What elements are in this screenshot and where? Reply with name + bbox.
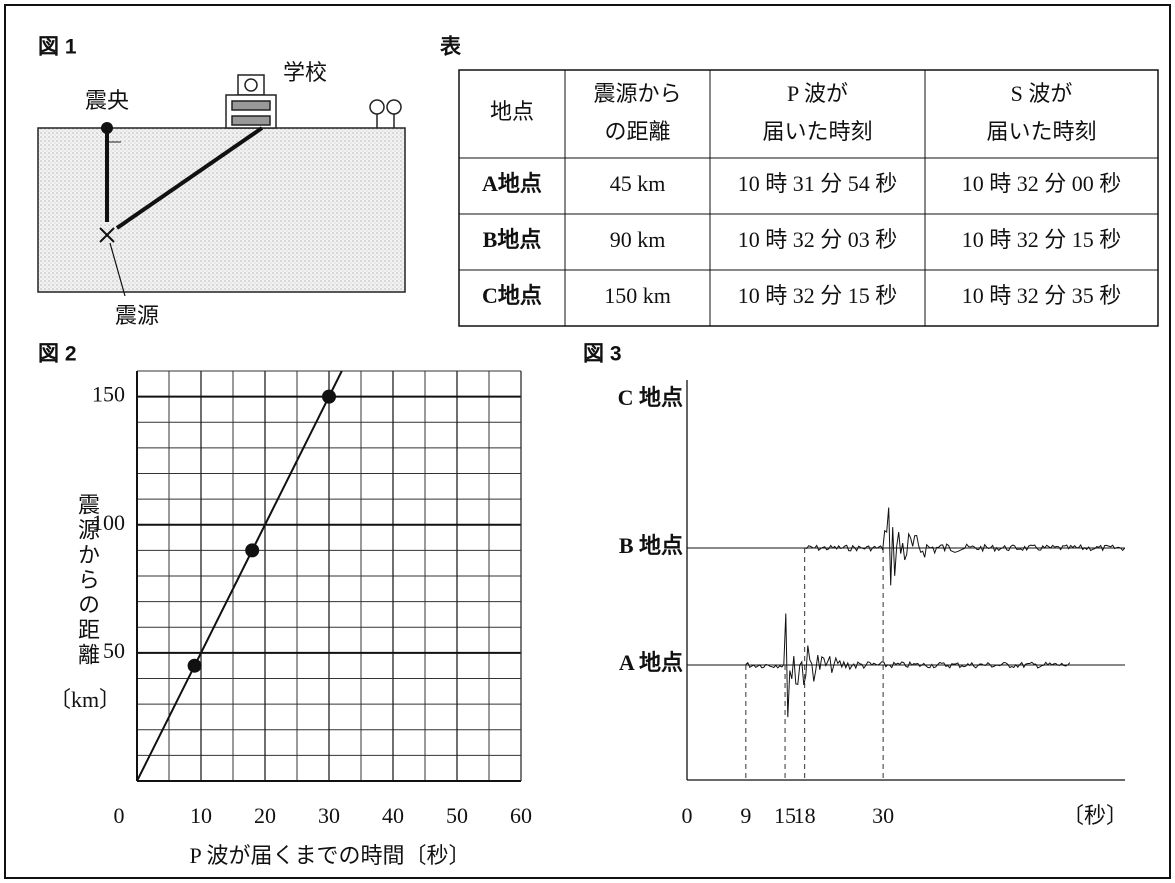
- x-unit: 〔秒〕: [1062, 803, 1128, 828]
- table-border: [458, 69, 1159, 327]
- table-header: 地点: [490, 99, 534, 124]
- leader-line: [109, 242, 126, 297]
- x-tick-label: 50: [446, 803, 468, 828]
- frame: [4, 4, 1171, 879]
- x-tick-label: 0: [682, 803, 693, 828]
- x-tick-label: 30: [318, 803, 340, 828]
- x-tick-label: 18: [794, 803, 816, 828]
- table-cell: 10 時 31 分 54 秒: [738, 171, 898, 196]
- school-building: [225, 74, 277, 129]
- ray-school: [115, 126, 264, 230]
- trees: [369, 99, 402, 128]
- y-axis-label: 震源からの距離: [75, 493, 100, 668]
- figure-label: 図 1: [38, 36, 77, 59]
- table-header: P 波が: [787, 81, 848, 106]
- x-tick-label: 9: [740, 803, 751, 828]
- table-header: 震源から: [593, 81, 681, 106]
- table-cell: A地点: [482, 171, 542, 196]
- x-axis-label: P 波が届くまでの時間〔秒〕: [190, 843, 471, 868]
- x-tick-label: 15: [774, 803, 796, 828]
- focus-label: 震源: [115, 303, 159, 328]
- focus-mark: [99, 227, 115, 243]
- y-tick-label: 100: [92, 510, 125, 535]
- table-cell: B地点: [483, 227, 542, 252]
- waveform: [745, 613, 1071, 718]
- table-cell: 10 時 32 分 35 秒: [962, 283, 1122, 308]
- table-header: 届いた時刻: [762, 119, 872, 144]
- station-label: B 地点: [619, 533, 683, 558]
- data-point: [187, 658, 202, 673]
- waveform: [804, 507, 1126, 586]
- table-header: の距離: [604, 119, 670, 144]
- table-cell: 10 時 32 分 03 秒: [738, 227, 898, 252]
- x-tick-label: 40: [382, 803, 404, 828]
- x-tick-label: 20: [254, 803, 276, 828]
- station-label: C 地点: [618, 385, 683, 410]
- x-tick-label: 0: [114, 803, 125, 828]
- y-tick-label: 150: [92, 382, 125, 407]
- table-cell: 10 時 32 分 15 秒: [962, 227, 1122, 252]
- x-tick-label: 30: [872, 803, 894, 828]
- table-cell: 45 km: [610, 171, 666, 196]
- x-tick-label: 10: [190, 803, 212, 828]
- table-cell: 150 km: [604, 283, 671, 308]
- table-cell: 90 km: [610, 227, 666, 252]
- table-cell: 10 時 32 分 00 秒: [962, 171, 1122, 196]
- epicenter-label: 震央: [85, 88, 129, 113]
- fit-line: [136, 370, 343, 782]
- data-point: [245, 543, 260, 558]
- table-title: 表: [440, 36, 462, 59]
- y-axis-unit: 〔km〕: [49, 687, 121, 712]
- table-header: 届いた時刻: [986, 119, 1096, 144]
- figure-label: 図 2: [38, 343, 77, 366]
- table-cell: 10 時 32 分 15 秒: [738, 283, 898, 308]
- epicenter-dot: [101, 122, 113, 134]
- table-header: S 波が: [1011, 81, 1073, 106]
- ground: [37, 127, 406, 293]
- table-cell: C地点: [482, 283, 542, 308]
- x-tick-label: 60: [510, 803, 532, 828]
- data-point: [322, 389, 336, 404]
- station-label: A 地点: [619, 650, 683, 675]
- y-tick-label: 50: [103, 638, 125, 663]
- school-label: 学校: [283, 60, 327, 85]
- figure-label: 図 3: [583, 343, 622, 366]
